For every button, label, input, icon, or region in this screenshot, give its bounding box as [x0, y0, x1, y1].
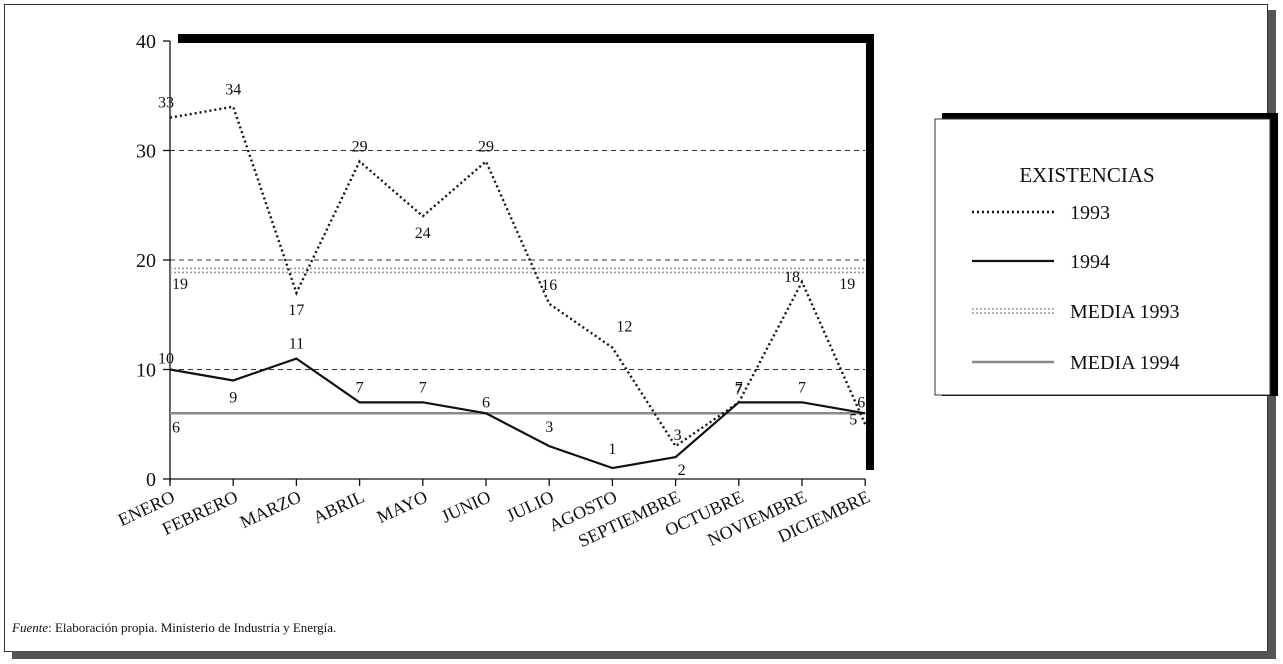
source-note: Fuente: Elaboración propia. Ministerio d… [12, 620, 336, 636]
series-1994-data-label: 9 [229, 389, 237, 406]
frame-bar-right [866, 34, 874, 470]
y-tick-label: 20 [136, 250, 156, 272]
series-1993-data-label: 5 [849, 411, 857, 428]
series-1993-data-label: 3 [674, 427, 682, 444]
frame-bar-top [178, 34, 873, 43]
source-text: : Elaboración propia. Ministerio de Indu… [48, 620, 337, 635]
media-1993-label: 19 [839, 276, 855, 293]
series-1993-data-label: 7 [735, 379, 743, 396]
series-1994-data-label: 11 [289, 336, 304, 353]
series-1993-data-label: 34 [225, 82, 241, 99]
y-tick-label: 40 [136, 31, 156, 53]
series-1994-data-label: 7 [735, 381, 743, 398]
legend-box [934, 118, 1271, 396]
series-1994-data-label: 6 [482, 394, 490, 411]
series-1993-line [169, 105, 867, 448]
x-tick-label: ABRIL [310, 486, 367, 527]
frame-shadow-bottom [12, 651, 1276, 659]
legend-label-1993: 1993 [1070, 202, 1110, 224]
legend-label-1994: 1994 [1070, 251, 1110, 273]
series-1994-data-label: 7 [798, 379, 806, 396]
series-1993-data-label: 16 [541, 277, 557, 294]
series-1993-data-label: 17 [288, 302, 304, 319]
x-tick-label: JUNIO [438, 486, 494, 526]
series-1994-line [169, 357, 866, 470]
media-1994-label: 6 [172, 419, 180, 436]
series-1994-data-label: 7 [419, 379, 427, 396]
series-1993-data-label: 29 [478, 138, 494, 155]
series-1994-data-label: 1 [608, 441, 616, 458]
y-tick-label: 10 [136, 360, 156, 382]
series-1994-data-label: 3 [545, 419, 553, 436]
source-label: Fuente [12, 620, 49, 635]
media-1993-label: 19 [172, 276, 188, 293]
series-1994-data-label: 6 [857, 394, 865, 411]
legend-title: EXISTENCIAS [1019, 163, 1154, 187]
x-tick-label: MARZO [237, 486, 304, 532]
y-tick-label: 30 [136, 141, 156, 163]
legend: EXISTENCIAS 1993 1994 MEDIA 1993 MEDIA 1994 [934, 113, 1278, 396]
x-tick-label: MAYO [374, 486, 431, 527]
y-tick-label: 0 [146, 469, 156, 491]
series-1994-data-label: 10 [158, 351, 174, 368]
series-1993-data-label: 12 [616, 319, 632, 336]
legend-label-media-1994: MEDIA 1994 [1070, 352, 1179, 374]
legend-label-media-1993: MEDIA 1993 [1070, 301, 1179, 323]
series-1993-data-label: 33 [158, 95, 174, 112]
series-1994-data-label: 7 [356, 379, 364, 396]
series-1993-data-label: 24 [415, 225, 431, 242]
series-1994-data-label: 2 [678, 462, 686, 479]
series-1993-data-label: 29 [352, 138, 368, 155]
series-1993-data-label: 18 [784, 269, 800, 286]
